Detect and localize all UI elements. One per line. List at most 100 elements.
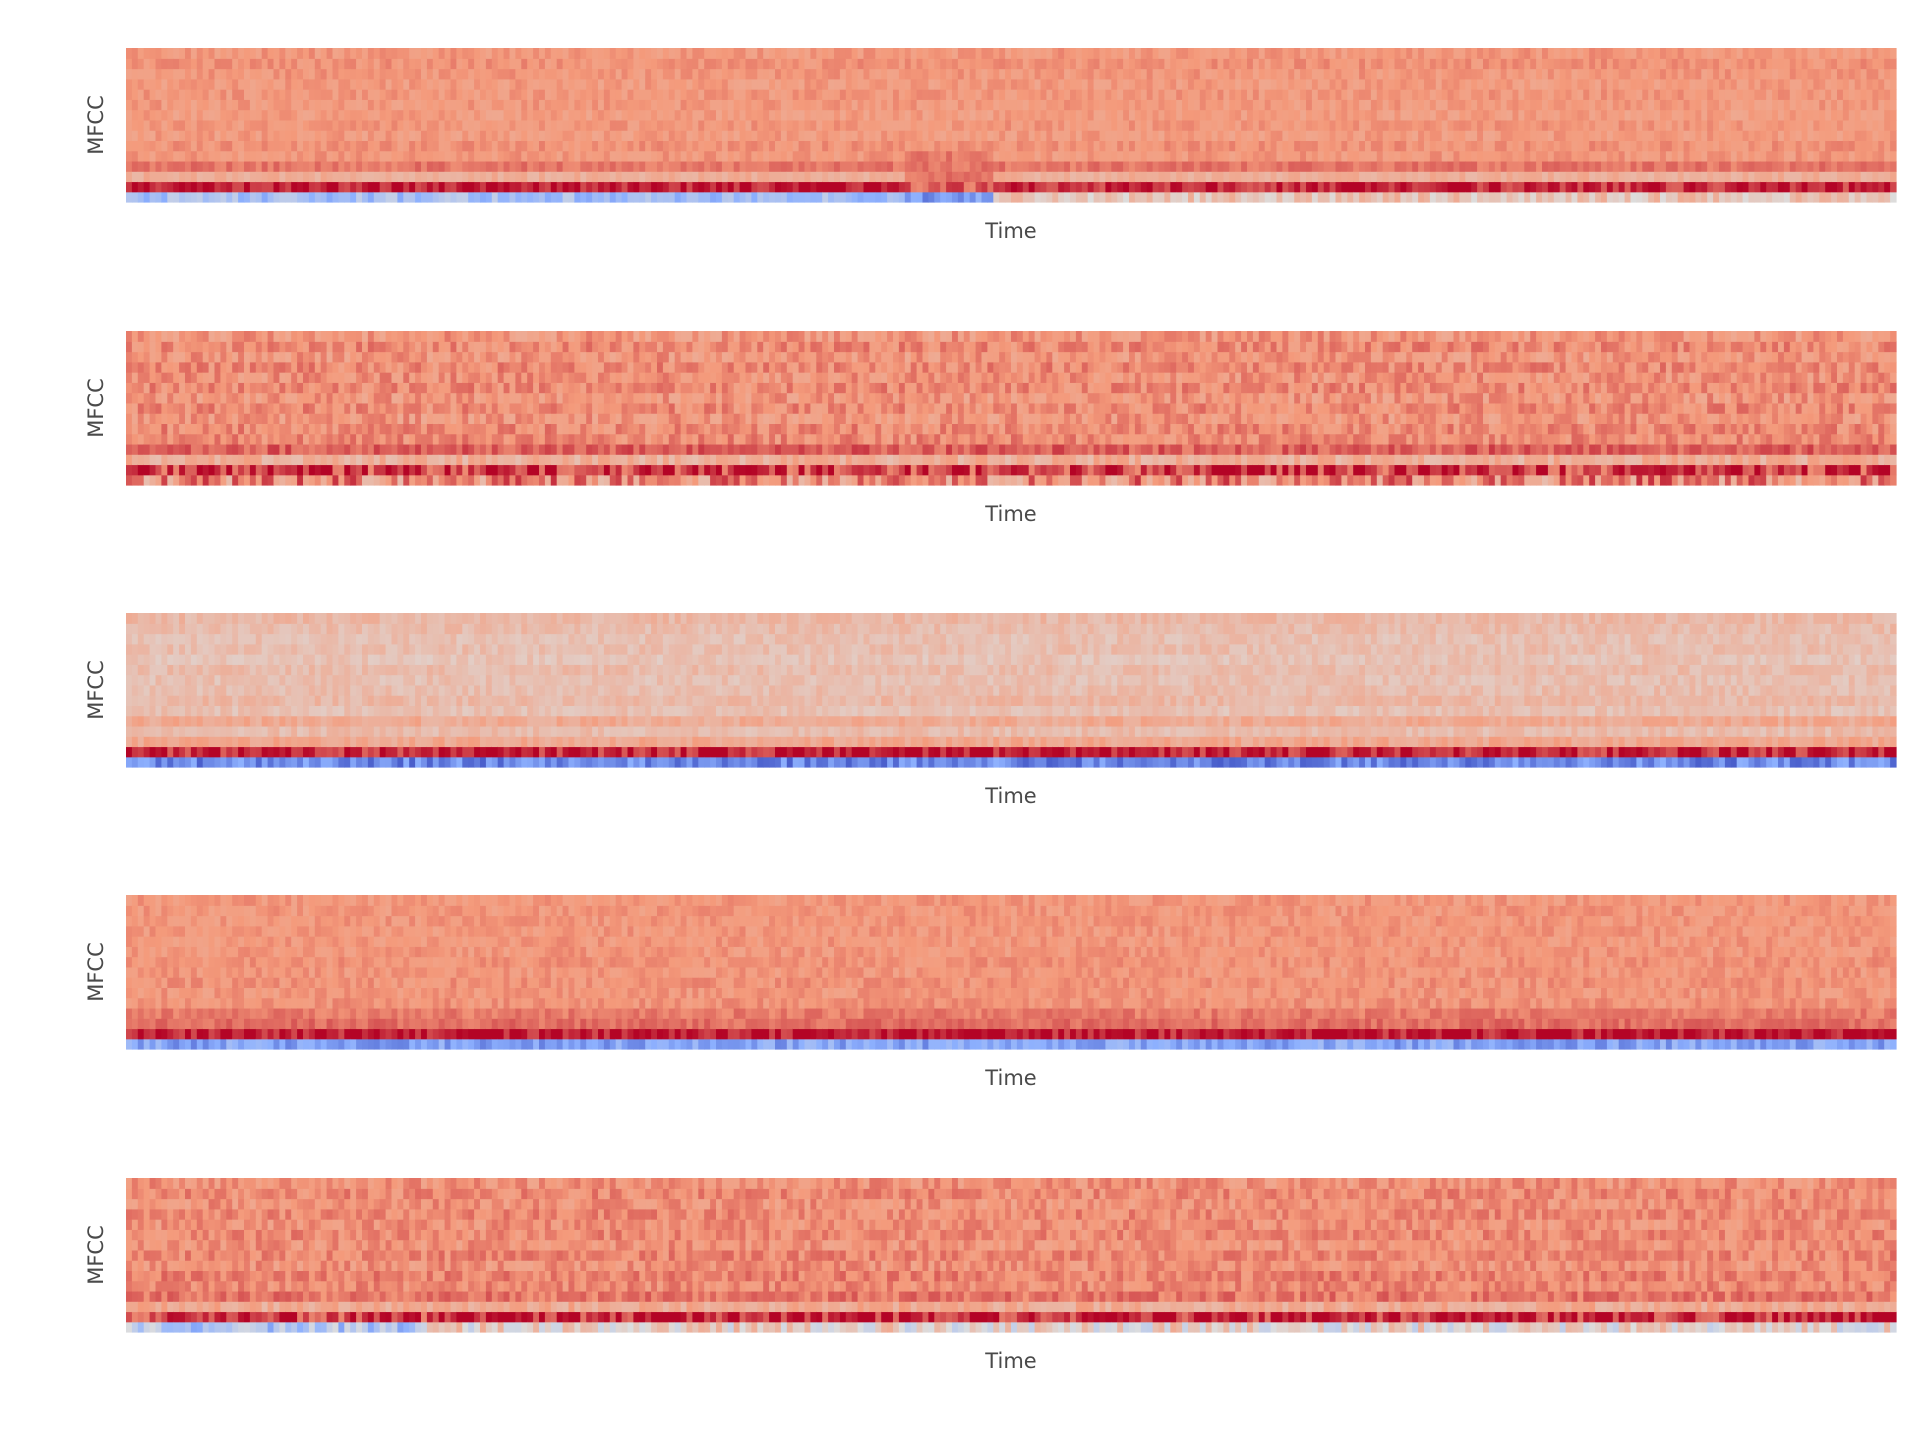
- heatmap-cell: [1559, 68, 1567, 80]
- heatmap-cell: [173, 99, 180, 111]
- heatmap-cell: [1683, 181, 1691, 193]
- heatmap-cell: [1665, 150, 1673, 162]
- heatmap-cell: [1117, 48, 1124, 59]
- heatmap-cell: [208, 443, 216, 455]
- heatmap-cell: [1235, 140, 1242, 152]
- heatmap-cell: [267, 331, 275, 342]
- heatmap-cell: [1506, 171, 1514, 183]
- heatmap-cell: [126, 402, 133, 414]
- heatmap-cell: [834, 150, 841, 162]
- heatmap-cell: [308, 119, 316, 131]
- heatmap-cell: [692, 109, 699, 121]
- heatmap-cell: [527, 68, 534, 80]
- heatmap-cell: [314, 372, 322, 383]
- heatmap-cell: [491, 99, 499, 111]
- heatmap-cell: [308, 331, 316, 342]
- heatmap-cell: [385, 68, 393, 80]
- heatmap-cell: [1441, 140, 1449, 152]
- heatmap-cell: [1123, 58, 1130, 70]
- heatmap-cell: [1778, 99, 1785, 111]
- heatmap-cell: [1182, 78, 1189, 90]
- heatmap-cell: [592, 58, 599, 70]
- heatmap-cell: [804, 181, 811, 193]
- heatmap-cell: [609, 58, 617, 70]
- heatmap-cell: [680, 191, 688, 203]
- heatmap-cell: [615, 99, 623, 111]
- heatmap-cell: [1536, 191, 1543, 203]
- heatmap-cell: [1341, 160, 1348, 172]
- heatmap-cell: [1483, 78, 1490, 90]
- heatmap-cell: [698, 58, 705, 70]
- heatmap-cell: [810, 89, 817, 100]
- heatmap-cell: [1258, 99, 1266, 111]
- heatmap-cell: [733, 68, 741, 80]
- heatmap-cell: [196, 160, 204, 172]
- heatmap-cell: [757, 89, 764, 100]
- heatmap-cell: [1477, 89, 1484, 100]
- heatmap-cell: [397, 78, 404, 90]
- heatmap-cell: [1801, 160, 1809, 172]
- heatmap-cell: [214, 140, 221, 152]
- heatmap-cell: [344, 68, 351, 80]
- heatmap-cell: [379, 89, 387, 100]
- heatmap-cell: [928, 160, 935, 172]
- heatmap-cell: [143, 392, 151, 404]
- heatmap-cell: [780, 99, 788, 111]
- heatmap-cell: [1648, 58, 1655, 70]
- heatmap-cell: [244, 68, 251, 80]
- heatmap-cell: [792, 109, 800, 121]
- heatmap-cell: [1241, 48, 1248, 59]
- heatmap-cell: [1247, 89, 1254, 100]
- heatmap-cell: [934, 109, 941, 121]
- heatmap-cell: [1671, 191, 1679, 203]
- heatmap-cell: [356, 89, 363, 100]
- heatmap-cell: [1648, 89, 1655, 100]
- heatmap-cell: [226, 474, 233, 486]
- heatmap-cell: [598, 119, 605, 131]
- heatmap-cell: [916, 68, 924, 80]
- heatmap-cell: [126, 68, 133, 80]
- heatmap-cell: [1199, 109, 1207, 121]
- heatmap-cell: [438, 181, 446, 193]
- heatmap-cell: [845, 109, 853, 121]
- heatmap-cell: [1583, 130, 1590, 141]
- heatmap-cell: [1536, 130, 1543, 141]
- heatmap-cell: [155, 119, 162, 131]
- heatmap-cell: [1671, 109, 1679, 121]
- heatmap-cell: [633, 150, 640, 162]
- heatmap-cell: [757, 140, 764, 152]
- heatmap-cell: [946, 89, 953, 100]
- heatmap-cell: [763, 191, 770, 203]
- heatmap-cell: [126, 331, 133, 342]
- heatmap-cell: [1748, 130, 1755, 141]
- heatmap-cell: [1099, 140, 1106, 152]
- heatmap-cell: [456, 160, 463, 172]
- heatmap-cell: [1772, 171, 1779, 183]
- heatmap-cell: [668, 89, 676, 100]
- heatmap-cell: [167, 382, 174, 394]
- heatmap-cell: [1772, 68, 1779, 80]
- heatmap-cell: [916, 171, 924, 183]
- heatmap-cell: [727, 130, 735, 141]
- heatmap-cell: [851, 89, 859, 100]
- heatmap-cell: [196, 331, 204, 342]
- heatmap-cell: [1129, 130, 1136, 141]
- heatmap-cell: [214, 331, 221, 342]
- heatmap-cell: [1311, 78, 1319, 90]
- heatmap-cell: [769, 160, 776, 172]
- heatmap-cell: [527, 78, 534, 90]
- heatmap-cell: [727, 181, 735, 193]
- heatmap-cell: [550, 58, 558, 70]
- heatmap-cell: [450, 130, 457, 141]
- heatmap-cell: [1512, 171, 1519, 183]
- heatmap-cell: [521, 99, 528, 111]
- heatmap-cell: [1394, 150, 1401, 162]
- heatmap-cell: [267, 48, 275, 59]
- heatmap-cell: [716, 181, 723, 193]
- heatmap-cell: [1241, 171, 1248, 183]
- heatmap-cell: [161, 68, 168, 80]
- heatmap-cell: [161, 331, 168, 342]
- heatmap-cell: [196, 48, 204, 59]
- heatmap-cell: [409, 130, 416, 141]
- heatmap-cell: [993, 150, 1000, 162]
